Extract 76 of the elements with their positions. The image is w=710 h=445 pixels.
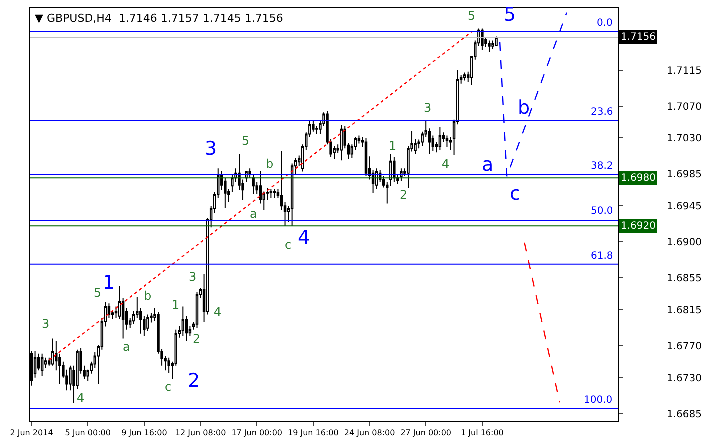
candlestick xyxy=(393,156,396,183)
chart-title: ▼ GBPUSD,H4 1.7146 1.7157 1.7145 1.7156 xyxy=(35,12,284,25)
annotation: a xyxy=(482,154,494,176)
annotation: c xyxy=(510,183,520,205)
annotation: 50.0 xyxy=(591,206,614,217)
candlestick xyxy=(492,40,494,50)
y-tick-label: 1.6770 xyxy=(667,341,702,352)
annotation: 4 xyxy=(77,391,85,405)
annotation: 2 xyxy=(188,370,200,392)
annotation: 1 xyxy=(172,298,180,312)
candlestick xyxy=(463,72,466,82)
y-tick-label: 1.6855 xyxy=(667,274,702,285)
annotation: 0.0 xyxy=(597,18,613,29)
annotation: 5 xyxy=(94,286,102,300)
y-tick-label: 1.6730 xyxy=(667,373,702,384)
candlestick xyxy=(400,168,403,182)
annotation: 2 xyxy=(400,188,408,202)
ref-line-label: 1.7156 xyxy=(621,32,656,43)
candlestick xyxy=(481,28,484,51)
candlestick xyxy=(488,40,491,52)
y-tick-label: 1.6945 xyxy=(667,202,702,213)
candlestick xyxy=(340,124,343,162)
annotation: 3 xyxy=(424,101,432,115)
annotation: 4 xyxy=(298,227,310,249)
candlestick xyxy=(270,188,273,199)
candlestick xyxy=(146,314,150,332)
x-tick-label: 2 Jun 2014 xyxy=(10,428,54,438)
candlestick xyxy=(438,126,442,151)
annotation: 1 xyxy=(103,272,116,294)
candlestick xyxy=(390,154,392,187)
y-tick-label: 1.6900 xyxy=(667,238,702,249)
candlestick xyxy=(182,306,185,337)
annotation: 5 xyxy=(242,134,250,148)
candlestick xyxy=(52,338,54,366)
annotation: 4 xyxy=(214,305,222,319)
y-tick-label: 1.7030 xyxy=(667,134,702,145)
x-tick-label: 24 Jun 08:00 xyxy=(344,428,396,438)
annotation: b xyxy=(518,97,530,119)
candlestick xyxy=(40,353,44,377)
annotation: 3 xyxy=(42,317,50,331)
annotation: b xyxy=(144,289,152,303)
x-tick-label: 9 Jun 16:00 xyxy=(122,428,168,438)
annotation: 2 xyxy=(193,332,201,346)
annotation: 23.6 xyxy=(591,107,614,118)
annotation: a xyxy=(123,340,130,354)
annotation: 61.8 xyxy=(591,251,614,262)
x-tick-label: 27 Jun 00:00 xyxy=(400,428,452,438)
annotation: 3 xyxy=(205,138,218,160)
ref-line-label: 1.6920 xyxy=(621,221,656,232)
annotation: 100.0 xyxy=(584,395,613,406)
annotation: 3 xyxy=(189,270,197,284)
annotation: 38.2 xyxy=(591,161,614,172)
candlestick xyxy=(495,36,498,47)
annotation: c xyxy=(285,238,292,252)
annotation: a xyxy=(250,207,258,221)
candlestick xyxy=(364,138,368,178)
x-tick-label: 1 Jul 16:00 xyxy=(460,428,504,438)
annotation: 5 xyxy=(468,9,476,23)
candlestick xyxy=(196,292,199,329)
y-tick-label: 1.7115 xyxy=(667,66,702,77)
y-tick-label: 1.7070 xyxy=(667,102,702,113)
annotation: b xyxy=(266,157,274,171)
annotation: 4 xyxy=(442,157,450,171)
candlestick xyxy=(446,135,449,148)
x-tick-label: 19 Jun 16:00 xyxy=(288,428,339,438)
annotation: 1 xyxy=(389,139,397,153)
y-tick-label: 1.6985 xyxy=(667,170,702,181)
y-tick-label: 1.6685 xyxy=(667,409,702,420)
annotation: 5 xyxy=(504,4,516,26)
ref-line-label: 1.6980 xyxy=(621,173,656,184)
candlestick xyxy=(273,188,276,199)
annotation: c xyxy=(165,380,172,394)
x-tick-label: 12 Jun 08:00 xyxy=(175,428,226,438)
x-tick-label: 17 Jun 00:00 xyxy=(232,428,283,438)
y-tick-label: 1.6815 xyxy=(667,305,702,316)
x-tick-label: 5 Jun 00:00 xyxy=(65,428,111,438)
